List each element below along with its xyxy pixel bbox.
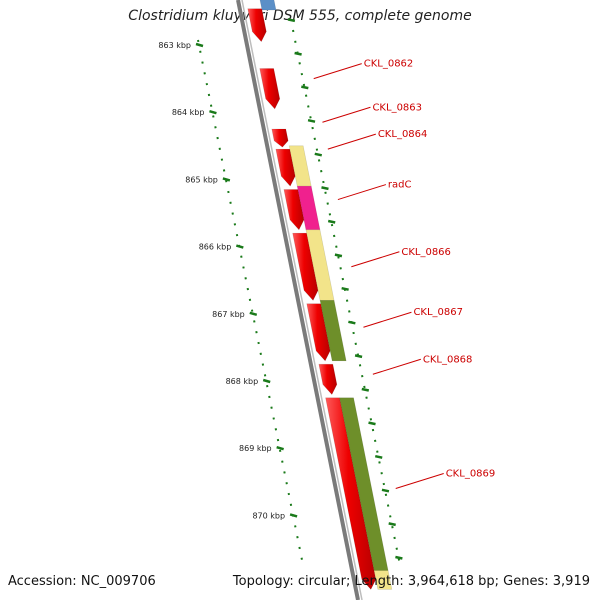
cds-arrow: [318, 363, 338, 395]
ruler-tick-label: 865 kbp: [185, 175, 218, 184]
gene-block: [319, 300, 347, 362]
gene-label: CKL_0863: [372, 102, 422, 113]
gene-label: radC: [388, 180, 412, 191]
ruler-major-tick: [262, 378, 271, 384]
ruler-tick-label: 870 kbp: [252, 511, 285, 520]
accession-text: Accession: NC_009706: [8, 574, 156, 589]
gene-label: CKL_0869: [446, 469, 496, 480]
ruler-major-tick: [209, 109, 217, 115]
ruler-tick-label: 868 kbp: [226, 377, 259, 386]
ruler-major-tick: [249, 311, 258, 317]
ruler-tick-label: 866 kbp: [199, 243, 232, 252]
cds-arrow: [271, 128, 289, 148]
left-ruler-dotted: [197, 39, 304, 566]
genome-summary-text: Topology: circular; Length: 3,964,618 bp…: [232, 574, 590, 589]
ruler-minor-tick: [361, 387, 370, 392]
ruler-major-tick: [235, 244, 244, 249]
ruler-tick-label: 863 kbp: [158, 41, 191, 50]
map-title: Clostridium kluyveri DSM 555, complete g…: [128, 8, 472, 24]
gene-label: CKL_0868: [423, 354, 473, 365]
gene-label-leader: [327, 133, 376, 150]
backbone: [236, 0, 363, 600]
ruler-minor-tick: [395, 555, 403, 560]
ruler-major-tick: [289, 513, 298, 518]
backbone-shadow-line: [241, 0, 363, 600]
gene-track: [247, 0, 393, 590]
ruler-minor-tick: [348, 320, 356, 325]
ruler-major-tick: [276, 445, 284, 451]
gene-block: [373, 570, 393, 590]
ruler-tick-label: 864 kbp: [172, 108, 205, 117]
cds-arrow: [259, 68, 281, 110]
ruler-minor-tick: [381, 488, 390, 493]
ruler-minor-tick: [368, 421, 376, 426]
backbone-line: [236, 0, 360, 600]
ruler-ticks: 863 kbp 864 kbp 865 kbp 866 kbp 867 kbp 868 k…: [158, 18, 403, 566]
gene-label-leader: [372, 358, 422, 375]
gene-label: CKL_0864: [378, 129, 428, 140]
ruler-minor-tick: [388, 522, 396, 527]
ruler-minor-tick: [334, 253, 343, 258]
cds-arrow: [283, 189, 305, 231]
ruler-minor-tick: [374, 454, 383, 459]
gene-label-leader: [313, 63, 362, 80]
ruler-minor-tick: [287, 18, 296, 23]
cds-arrow: [247, 8, 267, 43]
ruler-minor-tick: [321, 186, 329, 191]
gene-label-leader: [351, 251, 400, 268]
gene-label-leader: [395, 473, 444, 489]
gene-label: CKL_0867: [413, 307, 463, 318]
ruler-minor-tick: [314, 152, 323, 157]
ruler-minor-tick: [327, 219, 336, 224]
ruler-major-tick: [222, 177, 231, 182]
cds-arrow: [325, 397, 377, 590]
cds-arrow: [292, 232, 319, 301]
ruler-minor-tick: [341, 286, 349, 291]
ruler-major-tick: [195, 42, 204, 48]
gene-label: CKL_0862: [364, 59, 414, 70]
ruler-minor-tick: [307, 118, 316, 123]
gene-label-leader: [337, 184, 387, 201]
cds-arrow: [275, 148, 296, 187]
ruler-tick-label: 867 kbp: [212, 310, 245, 319]
gene-block: [259, 0, 277, 11]
ruler-minor-tick: [301, 85, 309, 90]
ruler-tick-label: 869 kbp: [239, 444, 272, 453]
ruler-minor-tick: [294, 51, 302, 56]
ruler-minor-tick: [354, 354, 363, 359]
cds-arrow: [306, 303, 331, 362]
gene-label-leader: [363, 311, 412, 328]
gene-label: CKL_0866: [401, 247, 451, 258]
gene-labels: CKL_0862 CKL_0863 CKL_0864 radC CKL_0866 CKL_…: [313, 59, 496, 489]
gene-label-leader: [322, 106, 371, 123]
